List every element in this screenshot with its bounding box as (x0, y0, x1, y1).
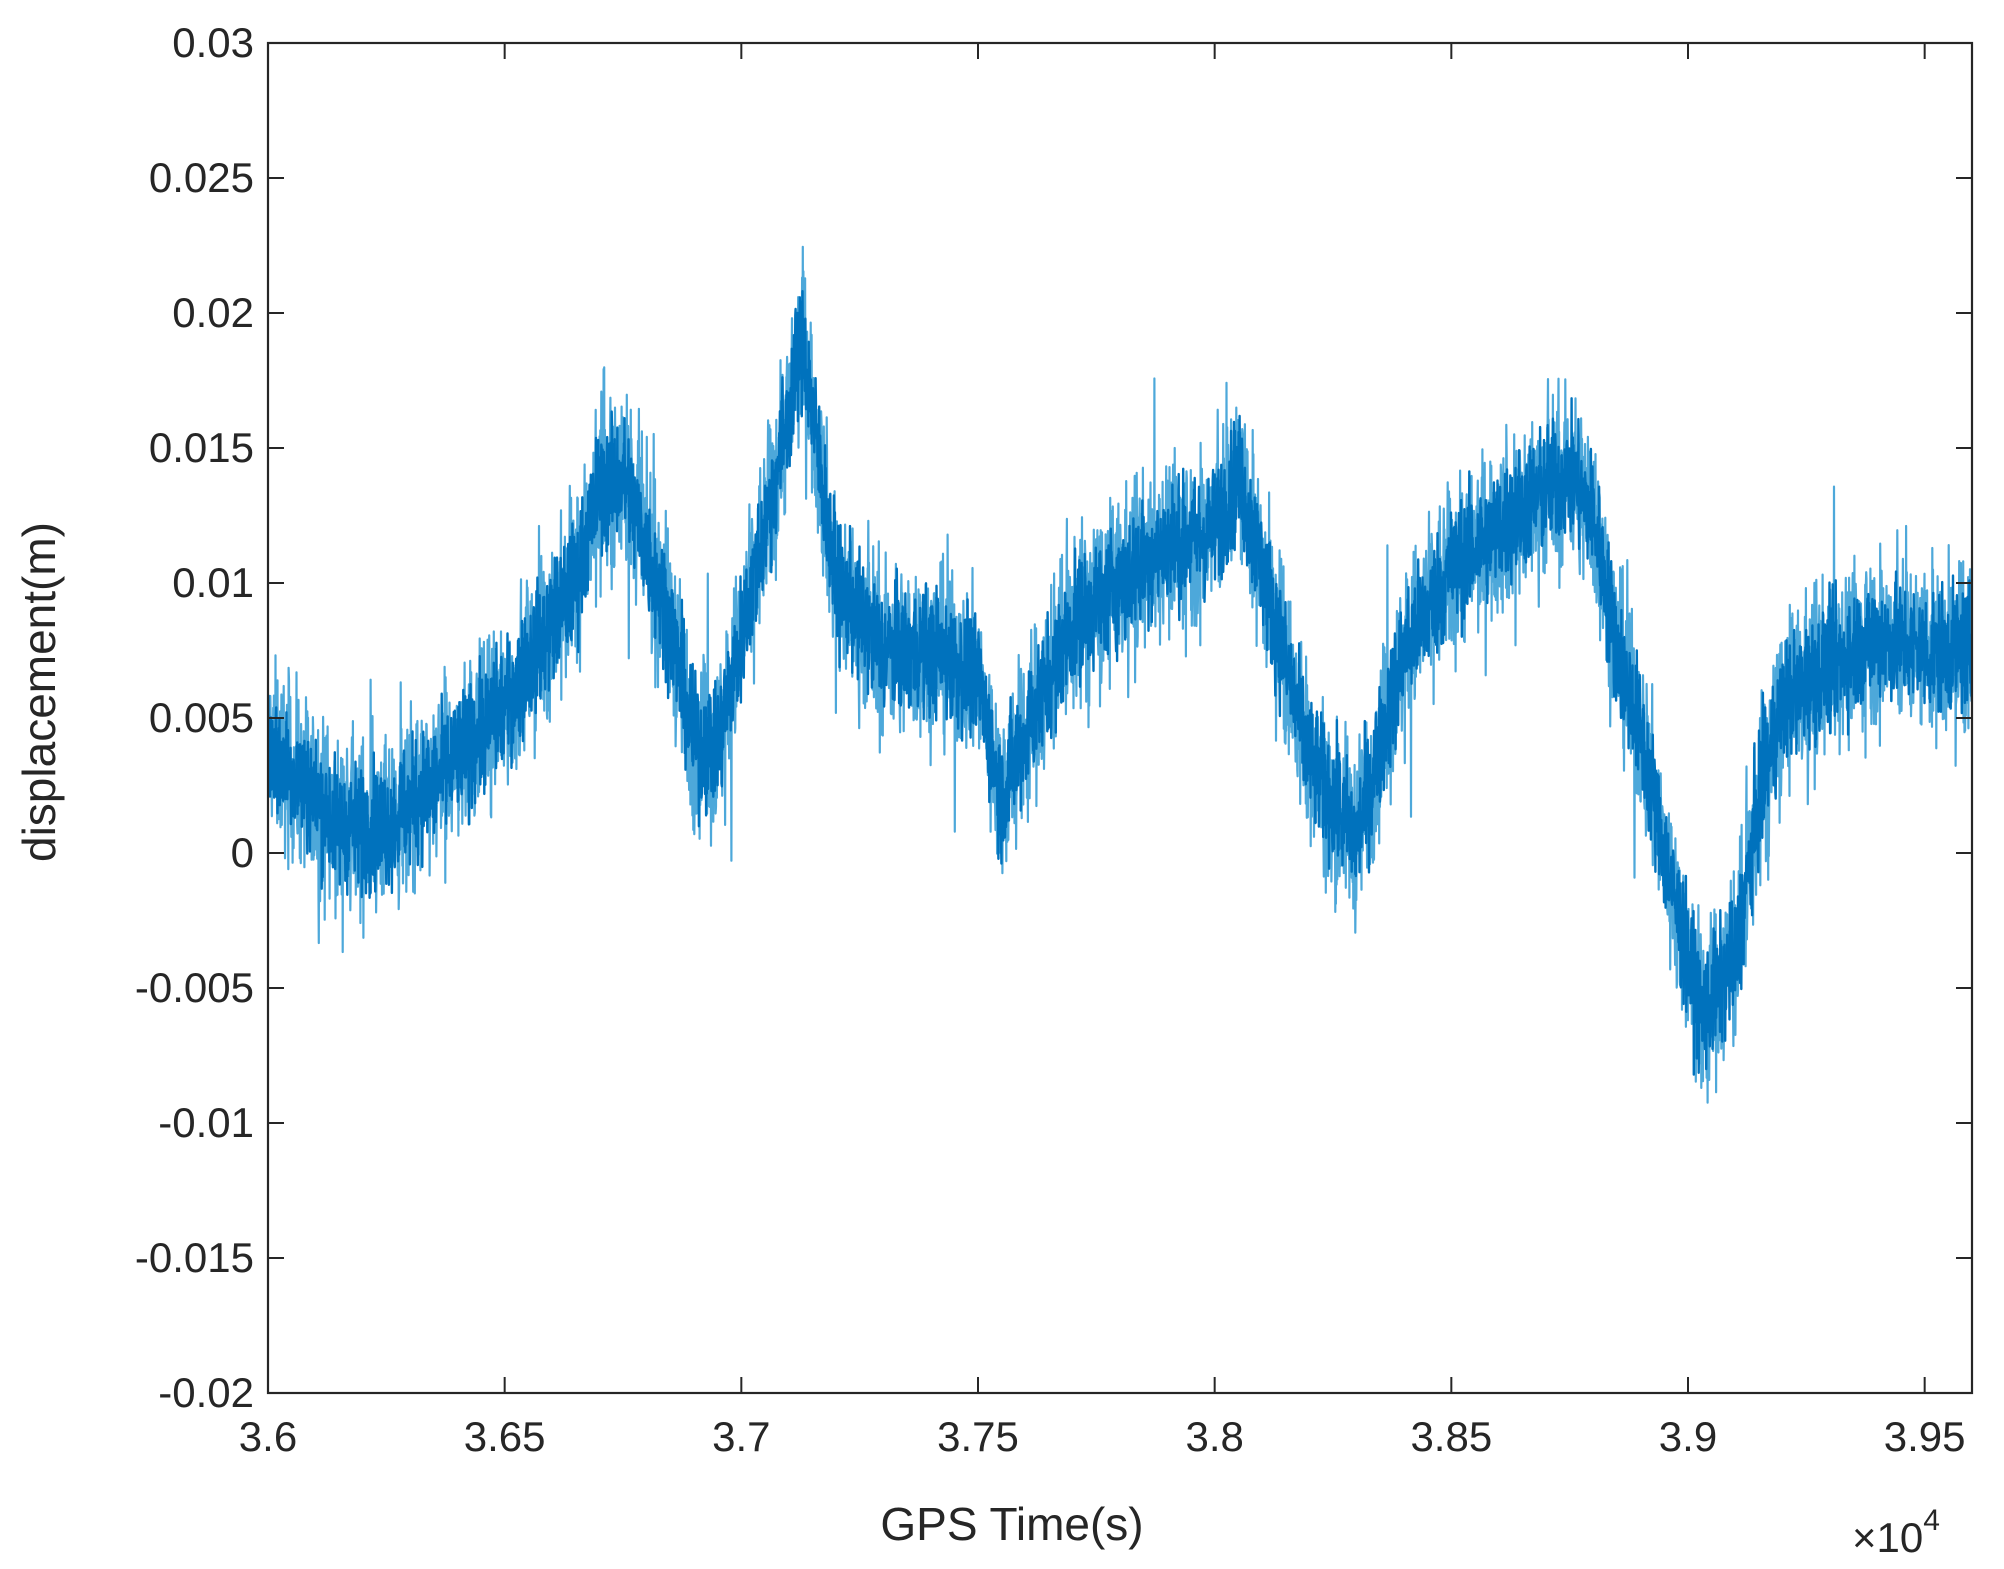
x-axis-exponent-base: ×10 (1852, 1514, 1923, 1561)
x-tick-label: 3.85 (1410, 1413, 1492, 1460)
y-tick-label: 0.02 (172, 289, 254, 336)
y-tick-label: -0.01 (158, 1099, 254, 1146)
y-tick-label: 0.03 (172, 19, 254, 66)
y-axis-label: displacement(m) (13, 522, 65, 862)
y-tick-label: 0.01 (172, 559, 254, 606)
x-tick-label: 3.8 (1185, 1413, 1243, 1460)
x-tick-label: 3.6 (239, 1413, 297, 1460)
x-tick-label: 3.75 (937, 1413, 1019, 1460)
x-tick-label: 3.65 (464, 1413, 546, 1460)
y-tick-label: 0.005 (149, 694, 254, 741)
y-tick-label: -0.015 (135, 1234, 254, 1281)
x-axis-label: GPS Time(s) (880, 1498, 1143, 1550)
x-axis-exponent-power: 4 (1923, 1504, 1940, 1537)
y-tick-label: 0.025 (149, 154, 254, 201)
y-tick-label: 0 (231, 829, 254, 876)
x-tick-label: 3.7 (712, 1413, 770, 1460)
x-tick-label: 3.9 (1659, 1413, 1717, 1460)
y-tick-label: -0.02 (158, 1369, 254, 1416)
y-tick-label: -0.005 (135, 964, 254, 1011)
x-tick-label: 3.95 (1884, 1413, 1966, 1460)
y-tick-label: 0.015 (149, 424, 254, 471)
